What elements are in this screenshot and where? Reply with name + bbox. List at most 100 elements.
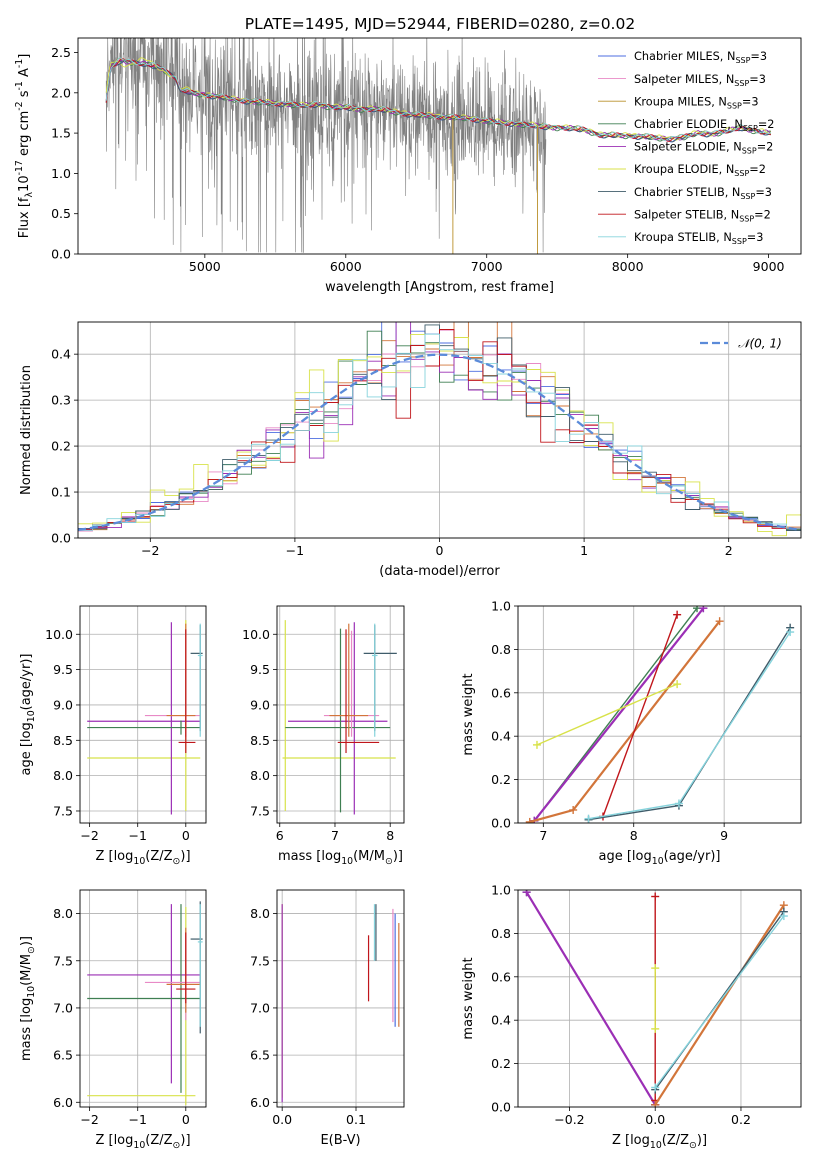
axes-border: [77, 37, 802, 255]
y-tick-label: 8.5: [250, 733, 270, 748]
observed-spectrum: [105, 38, 547, 253]
series-line-5: [602, 614, 678, 817]
x-tick-label: 9: [720, 828, 728, 843]
legend-label: Kroupa STELIB, NSSP=3: [634, 231, 763, 246]
y-tick-label: 7.0: [250, 1000, 270, 1015]
y-tick-label: 8.0: [53, 906, 73, 921]
x-tick-label: 0: [436, 543, 444, 558]
plot-area: [105, 38, 772, 254]
errorbar-2: [285, 628, 391, 813]
axes-border: [517, 889, 802, 1108]
plot-area: [78, 322, 801, 537]
errorbar-1: [87, 904, 201, 1084]
y-tick-label: 0.6: [491, 969, 511, 984]
errorbar-5: [337, 629, 380, 754]
axes-massweight-vs-Z: −0.2 0.0 0.2 0.0 0.2 0.4 0.6 0.8 1.0 Z [log10​(Z/…: [461, 883, 802, 1151]
axes-frame: 7 8 9 0.0 0.2 0.4 0.6 0.8 1.0 age [log10​(age/yr)…: [461, 599, 802, 867]
errorbar-3: [144, 935, 201, 1021]
legend-label: Chabrier ELODIE, NSSP=2: [634, 118, 774, 133]
y-tick-label: 0.4: [491, 729, 511, 744]
x-tick-label: 9000: [753, 259, 785, 274]
y-axis-label: mass weight: [461, 957, 476, 1039]
y-tick-label: 0.5: [51, 206, 71, 221]
x-tick-label: 8: [630, 828, 638, 843]
x-tick-label: −2: [80, 1112, 98, 1127]
axes-spectrum: 5000 6000 7000 8000 9000 0.0 0.5 1.0 1.5 2.0 2.5 wa…: [14, 37, 802, 295]
figure-title: PLATE=1495, MJD=52944, FIBERID=0280, z=0…: [245, 15, 635, 33]
y-tick-label: 0.1: [51, 485, 71, 500]
x-tick-label: 8000: [612, 259, 644, 274]
errorbar-2: [87, 720, 201, 735]
y-tick-label: 7.5: [250, 953, 270, 968]
residual-histogram-8: [78, 333, 801, 531]
axes-massweight-vs-age: 7 8 9 0.0 0.2 0.4 0.6 0.8 1.0 age [log10​(age/yr)…: [461, 599, 802, 867]
series-line-8: [654, 915, 785, 1088]
y-tick-label: 8.0: [250, 906, 270, 921]
y-tick-label: 2.0: [51, 85, 71, 100]
series-line-6: [536, 683, 678, 746]
legend-label: Kroupa MILES, NSSP=3: [634, 95, 759, 110]
x-tick-label: 7: [539, 828, 547, 843]
x-tick-label: 0: [182, 1112, 190, 1127]
x-tick-label: 0.0: [272, 1112, 292, 1127]
normal-curve: [78, 353, 801, 532]
x-axis-label: Z [log10​(Z/Z⊙​)]: [95, 1133, 190, 1151]
model-spectrum-8: [105, 57, 772, 141]
errorbar-1: [288, 622, 388, 815]
axes-residual-hist: −2 −1 0 1 2 0.0 0.1 0.2 0.3 0.4 (data-model)/error…: [19, 321, 802, 579]
errorbar-4: [329, 623, 369, 737]
y-tick-label: 1.5: [51, 126, 71, 141]
y-tick-label: 0.0: [491, 816, 511, 831]
y-tick-label: 1.0: [51, 166, 71, 181]
x-axis-label: E(B-V): [320, 1133, 360, 1148]
y-tick-label: 6.5: [250, 1048, 270, 1063]
x-tick-label: 6000: [330, 259, 362, 274]
errorbar-6: [190, 901, 203, 1034]
errorbar-0: [282, 620, 396, 811]
x-tick-label: −1: [128, 1112, 146, 1127]
x-tick-label: 8: [386, 828, 394, 843]
x-tick-label: 7000: [471, 259, 503, 274]
y-tick-label: 9.5: [250, 662, 270, 677]
axes-age-vs-mass: 6 7 8 7.5 8.0 8.5 9.0 9.5 10.0 mass [log10​(M/M⊙​…: [242, 605, 405, 867]
y-axis-label: Flux [fλ​10-17​ erg cm-2​ s-1​ A-1​]: [14, 54, 35, 239]
y-tick-label: 7.5: [53, 953, 73, 968]
spectrum-legend: Chabrier MILES, NSSP=3 Salpeter MILES, NS…: [598, 50, 774, 246]
y-tick-label: 0.0: [51, 247, 71, 262]
y-tick-label: 0.8: [491, 926, 511, 941]
y-tick-label: 9.0: [53, 697, 73, 712]
axes-border: [276, 605, 405, 824]
x-tick-label: −2: [141, 543, 159, 558]
y-tick-label: 8.5: [53, 733, 73, 748]
y-tick-label: 0.2: [51, 439, 71, 454]
histogram-legend: 𝒩(0, 1): [700, 337, 782, 351]
y-tick-label: 0.6: [491, 685, 511, 700]
y-tick-label: 0.0: [491, 1100, 511, 1115]
x-tick-label: 0.2: [731, 1112, 751, 1127]
model-spectrum-7: [105, 58, 771, 142]
plot-area: [525, 606, 795, 823]
y-tick-label: 6.0: [250, 1095, 270, 1110]
axes-mass-vs-ebv: 0.0 0.1 6.0 6.5 7.0 7.5 8.0 E(B-V): [250, 889, 405, 1148]
y-tick-label: 0.8: [491, 642, 511, 657]
legend-label: Chabrier STELIB, NSSP=3: [634, 186, 772, 201]
x-axis-label: (data-model)/error: [379, 564, 500, 579]
y-axis-label: Normed distribution: [19, 365, 34, 495]
legend-label: Salpeter STELIB, NSSP=2: [634, 208, 771, 223]
errorbar-0: [87, 906, 196, 1106]
y-tick-label: 0.4: [51, 347, 71, 362]
plot-area: [87, 901, 203, 1106]
x-tick-label: 7: [331, 828, 339, 843]
y-tick-label: 0.0: [51, 531, 71, 546]
errorbar-2: [87, 904, 201, 1093]
axes-frame: 0.0 0.1 6.0 6.5 7.0 7.5 8.0 E(B-V): [250, 889, 405, 1148]
y-axis-label: mass [log10​(M/M⊙​)]: [19, 936, 37, 1061]
errorbar-7: [197, 623, 203, 737]
y-tick-label: 0.3: [51, 393, 71, 408]
legend-label: Salpeter MILES, NSSP=3: [634, 73, 766, 88]
x-tick-label: 6: [276, 828, 284, 843]
x-tick-label: −2: [80, 828, 98, 843]
plot-area: [522, 890, 788, 1107]
x-tick-label: 2: [725, 543, 733, 558]
